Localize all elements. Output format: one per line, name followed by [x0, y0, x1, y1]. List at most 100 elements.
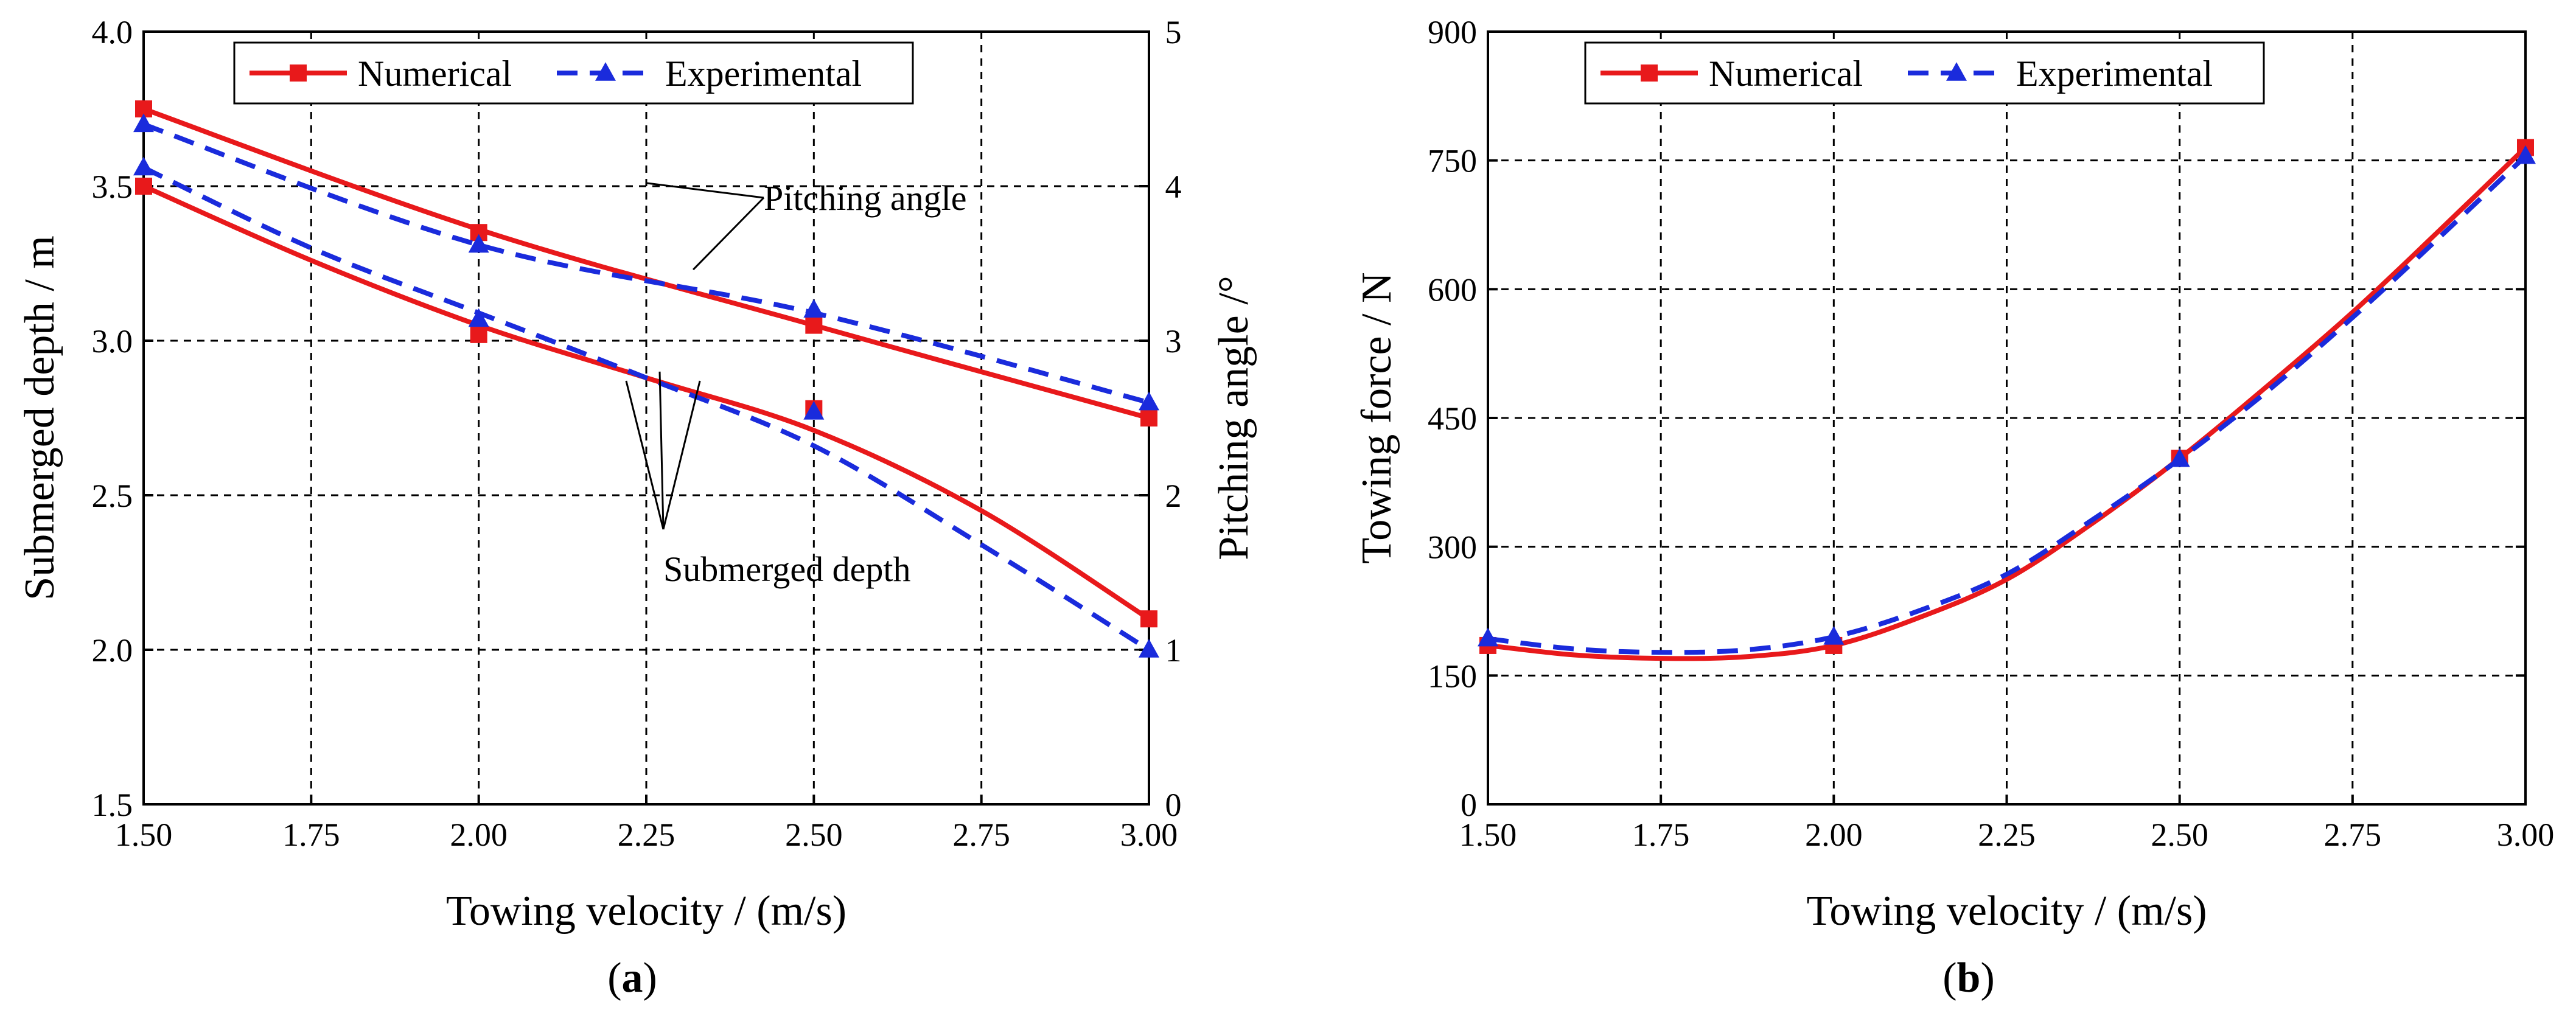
y2-tick-label: 5	[1165, 14, 1182, 50]
caption-letter: a	[622, 955, 643, 1001]
data-point-marker	[803, 400, 825, 420]
series-line	[142, 165, 1151, 652]
annotation-leader-line	[646, 182, 764, 199]
x-tick-label: 2.00	[1805, 816, 1863, 853]
y-tick-label: 1.5	[92, 787, 133, 823]
y2-tick-label: 1	[1165, 632, 1182, 669]
annotation-label: Pitching angle	[764, 178, 966, 218]
y-tick-label: 4.0	[92, 14, 133, 50]
series-line	[1487, 154, 2527, 655]
x-tick-label: 1.50	[115, 816, 173, 853]
y-axis-title: Submerged depth / m	[16, 235, 63, 600]
legend-label: Experimental	[2016, 54, 2213, 94]
x-axis: 1.50 1.75 2.00 2.25 2.50 2.75 3.00	[1459, 795, 2555, 853]
x-tick-label: 2.50	[2151, 816, 2208, 853]
y2-tick-label: 4	[1165, 169, 1182, 205]
x-tick-label: 1.75	[1632, 816, 1690, 853]
y-tick-label: 3.5	[92, 169, 133, 205]
caption-close-paren: )	[1980, 955, 1994, 1001]
x-tick-label: 1.50	[1459, 816, 1517, 853]
panel-caption: (a)	[607, 955, 657, 1001]
x-tick-label: 2.25	[618, 816, 675, 853]
legend-label: Numerical	[358, 54, 512, 94]
y-tick-label: 450	[1428, 400, 1477, 437]
legend-label: Numerical	[1709, 54, 1863, 94]
x-tick-label: 1.75	[282, 816, 340, 853]
annotation: Pitching angle	[646, 178, 966, 271]
y2-axis-title: Pitching angle /°	[1210, 276, 1257, 560]
panel-caption: (b)	[1942, 955, 1995, 1001]
y-tick-label: 900	[1428, 14, 1477, 50]
data-point-marker	[133, 113, 154, 133]
y-tick-label: 150	[1428, 658, 1477, 694]
y-tick-label: 600	[1428, 271, 1477, 308]
series-pitching-angle-numerical	[135, 100, 1157, 426]
series-line	[142, 106, 1150, 420]
data-point-marker	[1140, 409, 1157, 426]
gridlines	[1488, 32, 2525, 804]
panel-b: 1.50 1.75 2.00 2.25 2.50 2.75 3.00 0 150 300 450 60…	[1353, 14, 2554, 1001]
caption-letter: b	[1957, 955, 1981, 1001]
y-axis: 0 150 300 450 600 750 900	[1428, 14, 2525, 823]
data-point-marker	[1823, 625, 1845, 645]
annotation-leader-line	[625, 380, 665, 530]
y2-tick-label: 3	[1165, 323, 1182, 360]
annotation-leader-line	[693, 197, 765, 271]
y-tick-label: 3.0	[92, 323, 133, 360]
data-point-marker	[468, 308, 489, 327]
data-point-marker	[470, 325, 487, 343]
x-axis-title: Towing velocity / (m/s)	[1806, 888, 2207, 935]
data-point-marker	[468, 234, 489, 253]
y-tick-label: 0	[1461, 787, 1477, 823]
x-tick-label: 3.00	[2497, 816, 2555, 853]
caption-open-paren: (	[1942, 955, 1956, 1001]
annotation: Submerged depth	[625, 371, 910, 589]
data-point-marker	[2169, 448, 2190, 467]
legend-swatch-marker	[1946, 62, 1967, 81]
legend: Numerical Experimental	[233, 41, 914, 105]
data-point-marker	[803, 299, 825, 318]
caption-open-paren: (	[607, 955, 621, 1001]
x-tick-label: 3.00	[1120, 816, 1178, 853]
legend-label: Experimental	[665, 54, 862, 94]
legend-swatch-marker	[1641, 64, 1658, 82]
series-line	[142, 122, 1150, 405]
data-point-marker	[1478, 627, 1498, 647]
y-tick-label: 300	[1428, 529, 1477, 566]
annotation-label: Submerged depth	[663, 549, 910, 589]
legend-swatch-marker	[290, 64, 307, 82]
legend-swatch-marker	[595, 62, 616, 81]
series-towing-force-experimental	[1478, 145, 2536, 655]
data-point-marker	[133, 156, 154, 176]
x-tick-label: 2.00	[450, 816, 508, 853]
data-point-marker	[805, 316, 823, 334]
y-tick-label: 2.5	[92, 478, 133, 514]
x-tick-label: 2.50	[785, 816, 843, 853]
x-tick-label: 2.25	[1978, 816, 2036, 853]
y-tick-label: 750	[1428, 143, 1477, 179]
series-line	[1487, 145, 2527, 661]
data-point-marker	[1139, 639, 1159, 658]
panel-a: 1.50 1.75 2.00 2.25 2.50 2.75 3.001.52.02.53.0…	[16, 14, 1257, 1001]
annotation-leader-line	[658, 371, 665, 530]
data-point-marker	[2515, 145, 2536, 164]
data-point-marker	[1140, 610, 1157, 628]
y2-tick-label: 0	[1165, 787, 1182, 823]
y-axis-title: Towing force / N	[1353, 272, 1400, 563]
series-submerged-depth-experimental	[133, 156, 1159, 658]
y2-tick-label: 2	[1165, 478, 1182, 514]
caption-close-paren: )	[643, 955, 657, 1001]
data-point-marker	[135, 178, 152, 195]
y-axis: 1.5 2.0 2.5 3.0 3.5 4.0	[92, 14, 153, 823]
series-pitching-angle-experimental	[133, 113, 1159, 411]
legend: Numerical Experimental	[1584, 41, 2265, 105]
data-point-marker	[1139, 391, 1159, 411]
x-tick-label: 2.75	[952, 816, 1010, 853]
y-tick-label: 2.0	[92, 632, 133, 669]
x-axis-title: Towing velocity / (m/s)	[446, 888, 846, 935]
annotation-leader-line	[662, 380, 701, 530]
x-axis: 1.50 1.75 2.00 2.25 2.50 2.75 3.00	[115, 795, 1178, 853]
y2-axis: 0 1 2 3 4 5	[1139, 14, 1182, 823]
